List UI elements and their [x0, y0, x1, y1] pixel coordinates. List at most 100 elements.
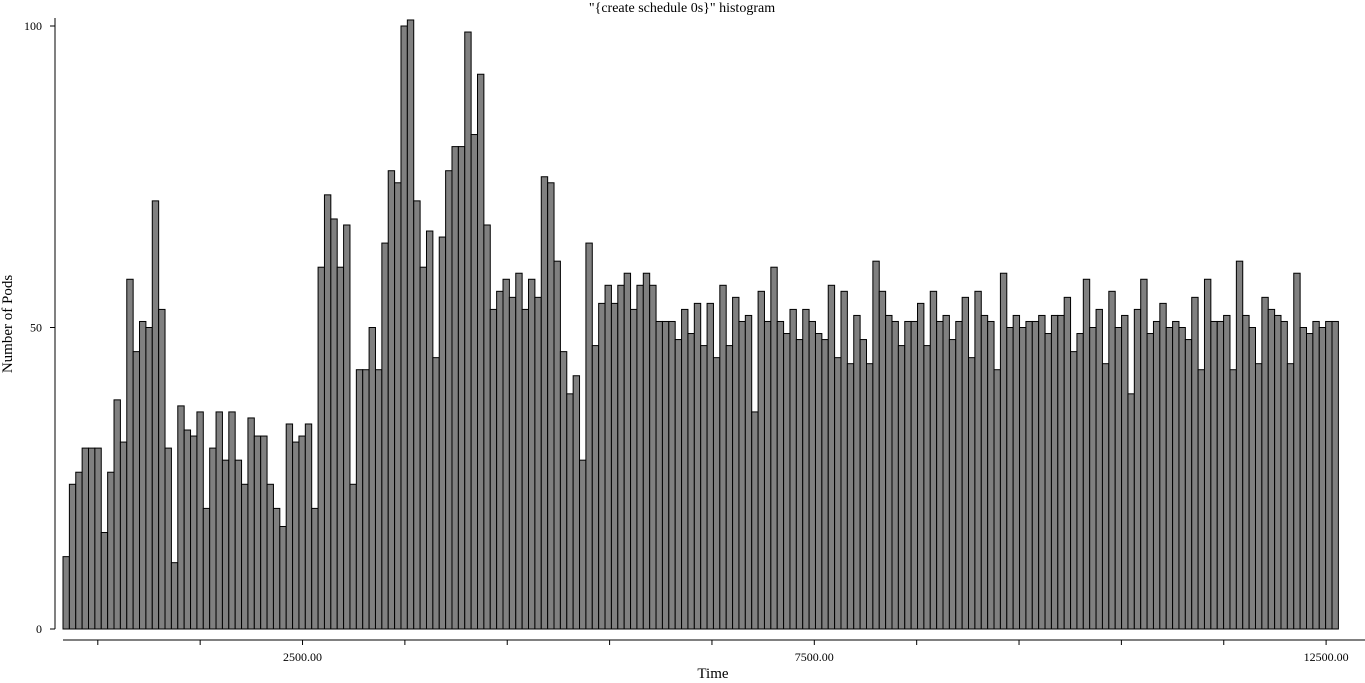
- histogram-bar: [917, 302, 925, 630]
- histogram-bar: [107, 471, 115, 630]
- histogram-bar: [266, 483, 274, 630]
- histogram-bar: [623, 272, 632, 630]
- histogram-bar: [1178, 327, 1186, 630]
- histogram-bar: [1318, 327, 1327, 630]
- histogram-bar: [279, 525, 287, 630]
- histogram-bar: [234, 459, 243, 630]
- histogram-bar: [840, 290, 848, 630]
- histogram-bar: [553, 260, 561, 630]
- histogram-bar: [330, 218, 338, 630]
- histogram-bar: [1261, 296, 1269, 630]
- histogram-bar: [681, 308, 689, 630]
- histogram-bar: [381, 242, 389, 630]
- histogram-bar: [610, 302, 619, 630]
- histogram-bar: [1063, 296, 1072, 630]
- x-tick-label: 12500.00: [1304, 650, 1349, 664]
- histogram-bar: [202, 507, 211, 630]
- histogram-bar: [579, 459, 587, 630]
- histogram-bar: [113, 399, 121, 630]
- histogram-bar: [814, 333, 823, 630]
- histogram-bar: [1070, 351, 1078, 630]
- histogram-bar: [177, 405, 185, 630]
- histogram-bar: [1286, 363, 1295, 630]
- histogram-bar: [1108, 290, 1116, 630]
- histogram-bar: [636, 284, 644, 630]
- histogram-bar: [298, 435, 306, 630]
- histogram-bar: [936, 320, 944, 630]
- histogram-bar: [668, 320, 676, 630]
- histogram-bar: [617, 284, 625, 630]
- histogram-bar: [1050, 314, 1059, 630]
- histogram-bar: [451, 146, 459, 630]
- histogram-bar: [789, 308, 797, 630]
- histogram-bar: [1101, 363, 1110, 630]
- y-axis-label: Number of Pods: [0, 275, 16, 373]
- histogram-bar: [1089, 327, 1097, 630]
- histogram-bar: [304, 423, 313, 630]
- histogram-bar: [132, 351, 141, 630]
- histogram-bar: [744, 314, 753, 630]
- histogram-bar: [999, 272, 1008, 630]
- bars-group: [62, 19, 1339, 630]
- histogram-bar: [1159, 302, 1167, 630]
- histogram-bar: [1038, 314, 1046, 630]
- histogram-bar: [1146, 333, 1154, 630]
- histogram-bar: [1019, 327, 1027, 630]
- histogram-bar: [1197, 369, 1205, 630]
- histogram-bar: [1229, 369, 1237, 630]
- histogram-bar: [1306, 333, 1314, 630]
- histogram-bar: [464, 31, 472, 630]
- histogram-bar: [674, 339, 683, 630]
- histogram-bar: [183, 429, 192, 630]
- histogram-bar: [1076, 333, 1084, 630]
- histogram-bar: [655, 320, 663, 630]
- histogram-bar: [1121, 314, 1129, 630]
- histogram-bar: [630, 308, 638, 630]
- histogram-bar: [859, 339, 867, 630]
- histogram-bar: [547, 182, 555, 630]
- histogram-bar: [470, 134, 478, 630]
- histogram-bar: [872, 260, 880, 630]
- histogram-bar: [489, 308, 498, 630]
- histogram-bar: [572, 375, 581, 630]
- histogram-bar: [904, 320, 912, 630]
- histogram-bar: [419, 266, 427, 630]
- histogram-bar: [968, 357, 976, 630]
- histogram-bar: [540, 176, 549, 630]
- histogram-bar: [865, 363, 874, 630]
- histogram-bar: [961, 296, 970, 630]
- histogram-bar: [502, 278, 510, 630]
- x-tick-label: 2500.00: [283, 650, 322, 664]
- histogram-bar: [1312, 320, 1320, 630]
- histogram-bar: [1152, 320, 1161, 630]
- histogram-bar: [1031, 320, 1040, 630]
- histogram-bar: [221, 459, 230, 630]
- histogram-bar: [923, 345, 931, 630]
- histogram-bar: [1095, 308, 1103, 630]
- histogram-bar: [1235, 260, 1244, 630]
- histogram-bar: [145, 327, 153, 630]
- histogram-bar: [75, 471, 83, 630]
- histogram-bar: [559, 351, 568, 630]
- histogram-bar: [515, 272, 523, 630]
- histogram-bar: [1044, 333, 1052, 630]
- histogram-bar: [438, 236, 447, 630]
- histogram-bar: [885, 314, 893, 630]
- histogram-bar: [158, 308, 166, 630]
- x-ticks-group: 2500.00 7500.00 12500.00: [97, 640, 1349, 664]
- histogram-bar: [942, 314, 950, 630]
- histogram-bar: [783, 333, 791, 630]
- histogram-bar: [81, 447, 90, 630]
- histogram-bar: [368, 327, 376, 630]
- histogram-bar: [1025, 320, 1033, 630]
- histogram-bar: [496, 290, 504, 630]
- histogram-bar: [980, 314, 989, 630]
- histogram-bar: [706, 302, 714, 630]
- histogram-bar: [1299, 327, 1308, 630]
- histogram-bar: [1191, 296, 1199, 630]
- histogram-bar: [164, 447, 172, 630]
- histogram-bar: [311, 507, 319, 630]
- histogram-bar: [508, 296, 517, 630]
- histogram-bar: [738, 320, 746, 630]
- histogram-bar: [1223, 314, 1231, 630]
